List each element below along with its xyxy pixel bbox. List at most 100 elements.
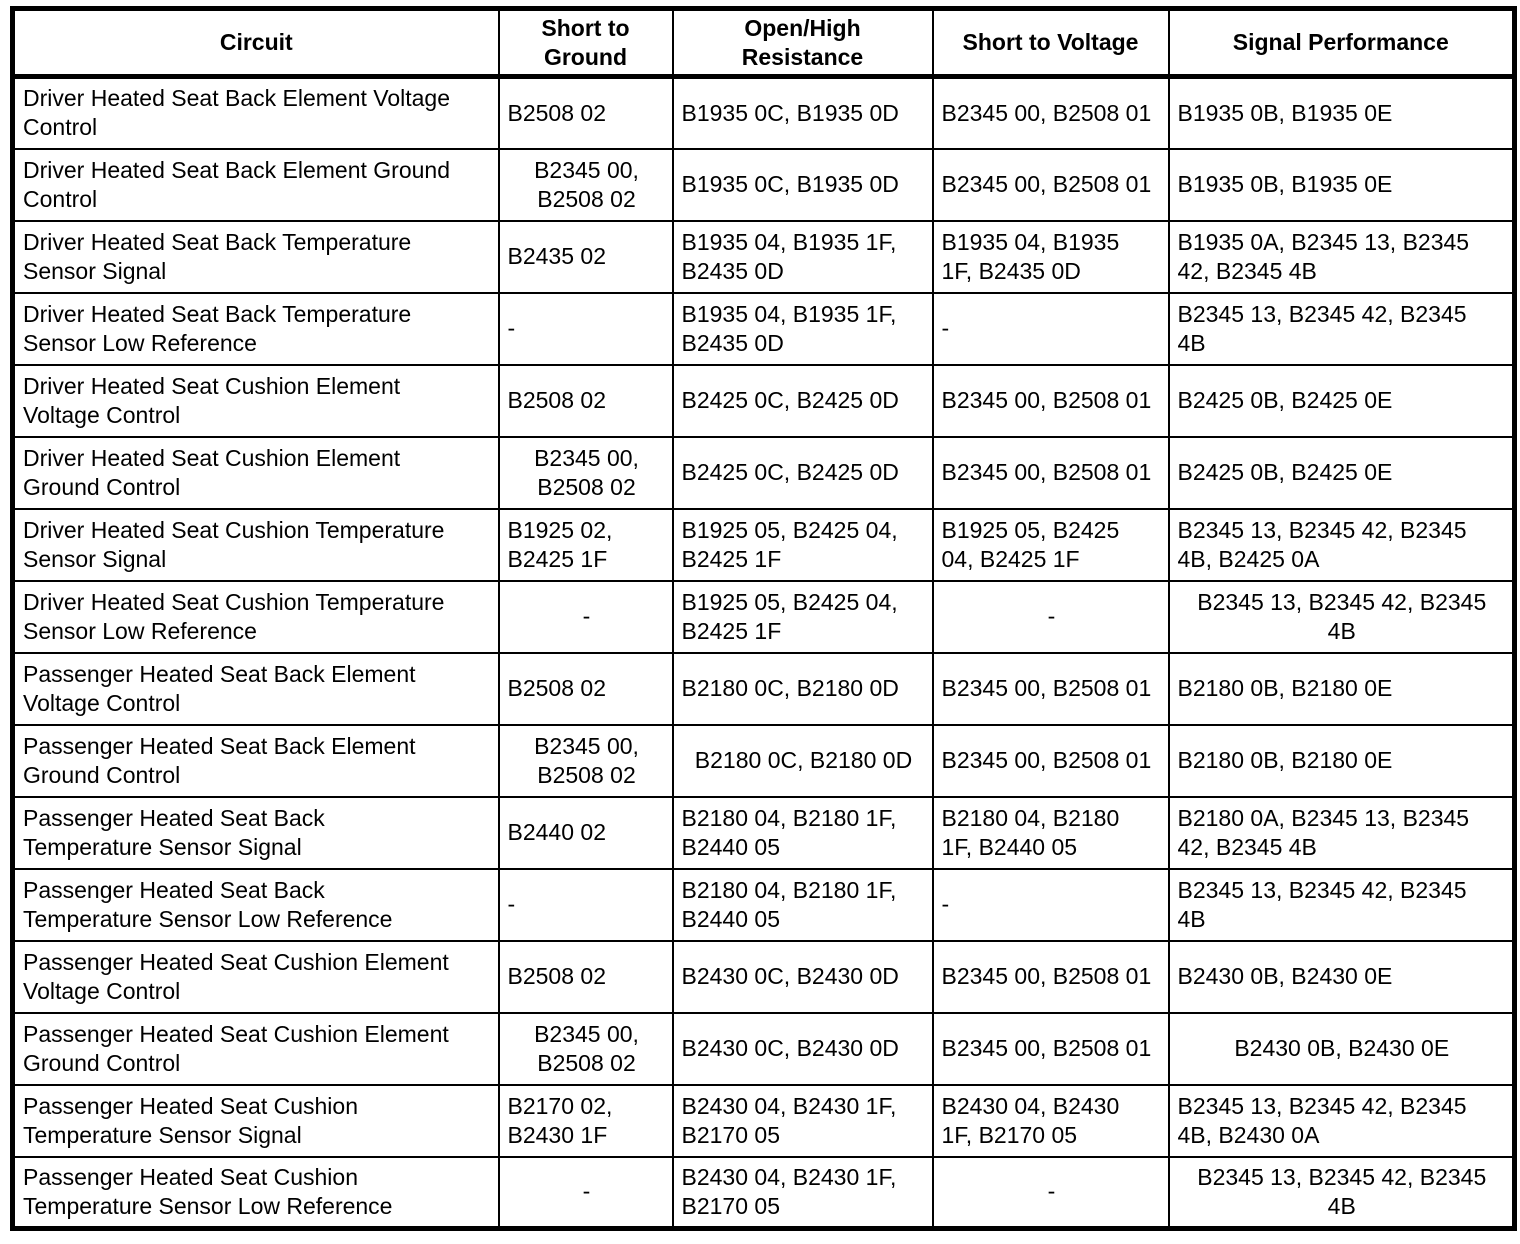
column-header-open-high-resistance: Open/High Resistance	[671, 7, 934, 79]
cell-short-to-voltage: B2180 04, B2180 1F, B2440 05	[931, 795, 1170, 870]
cell-short-to-ground: B2345 00, B2508 02	[497, 435, 674, 510]
cell-short-to-voltage: -	[931, 867, 1170, 942]
cell-circuit: Driver Heated Seat Back Temperature Sens…	[11, 291, 500, 366]
cell-short-to-voltage: -	[931, 1155, 1170, 1230]
cell-short-to-ground: B2345 00, B2508 02	[497, 723, 674, 798]
column-header-signal-performance: Signal Performance	[1167, 7, 1516, 79]
cell-signal-performance: B1935 0B, B1935 0E	[1167, 75, 1516, 150]
cell-circuit: Driver Heated Seat Cushion Temperature S…	[11, 507, 500, 582]
cell-circuit: Passenger Heated Seat Cushion Temperatur…	[11, 1083, 500, 1158]
table-row: Passenger Heated Seat Cushion Temperatur…	[11, 1155, 1516, 1230]
cell-short-to-ground: B2508 02	[497, 363, 674, 438]
cell-circuit: Driver Heated Seat Back Element Voltage …	[11, 75, 500, 150]
cell-circuit: Driver Heated Seat Cushion Element Volta…	[11, 363, 500, 438]
cell-circuit: Driver Heated Seat Back Temperature Sens…	[11, 219, 500, 294]
cell-circuit: Passenger Heated Seat Cushion Temperatur…	[11, 1155, 500, 1230]
table-header: Circuit Short to Ground Open/High Resist…	[11, 7, 1516, 79]
table-row: Driver Heated Seat Cushion Element Volta…	[11, 363, 1516, 438]
cell-signal-performance: B2430 0B, B2430 0E	[1167, 1011, 1516, 1086]
cell-short-to-ground: B2440 02	[497, 795, 674, 870]
cell-short-to-voltage: B1925 05, B2425 04, B2425 1F	[931, 507, 1170, 582]
column-header-circuit: Circuit	[11, 7, 500, 79]
cell-signal-performance: B2430 0B, B2430 0E	[1167, 939, 1516, 1014]
cell-short-to-voltage: B2430 04, B2430 1F, B2170 05	[931, 1083, 1170, 1158]
table-row: Driver Heated Seat Cushion Element Groun…	[11, 435, 1516, 510]
cell-open-high-resistance: B2425 0C, B2425 0D	[671, 363, 934, 438]
cell-circuit: Passenger Heated Seat Cushion Element Gr…	[11, 1011, 500, 1086]
table-row: Passenger Heated Seat Cushion Element Gr…	[11, 1011, 1516, 1086]
cell-short-to-ground: B2345 00, B2508 02	[497, 1011, 674, 1086]
cell-open-high-resistance: B1925 05, B2425 04, B2425 1F	[671, 579, 934, 654]
cell-circuit: Passenger Heated Seat Back Element Groun…	[11, 723, 500, 798]
table-row: Passenger Heated Seat Back Temperature S…	[11, 795, 1516, 870]
cell-open-high-resistance: B2430 04, B2430 1F, B2170 05	[671, 1083, 934, 1158]
cell-circuit: Passenger Heated Seat Back Temperature S…	[11, 795, 500, 870]
cell-open-high-resistance: B2180 04, B2180 1F, B2440 05	[671, 795, 934, 870]
cell-signal-performance: B2180 0B, B2180 0E	[1167, 651, 1516, 726]
table-row: Driver Heated Seat Back Element Voltage …	[11, 75, 1516, 150]
cell-circuit: Passenger Heated Seat Cushion Element Vo…	[11, 939, 500, 1014]
cell-open-high-resistance: B1935 0C, B1935 0D	[671, 75, 934, 150]
cell-short-to-voltage: B2345 00, B2508 01	[931, 939, 1170, 1014]
cell-signal-performance: B1935 0B, B1935 0E	[1167, 147, 1516, 222]
cell-open-high-resistance: B2430 04, B2430 1F, B2170 05	[671, 1155, 934, 1230]
table-row: Driver Heated Seat Cushion Temperature S…	[11, 579, 1516, 654]
table-row: Passenger Heated Seat Cushion Element Vo…	[11, 939, 1516, 1014]
cell-open-high-resistance: B2430 0C, B2430 0D	[671, 939, 934, 1014]
cell-short-to-ground: B2170 02, B2430 1F	[497, 1083, 674, 1158]
cell-open-high-resistance: B2180 0C, B2180 0D	[671, 651, 934, 726]
cell-short-to-ground: B1925 02, B2425 1F	[497, 507, 674, 582]
cell-short-to-ground: B2508 02	[497, 651, 674, 726]
cell-circuit: Driver Heated Seat Cushion Element Groun…	[11, 435, 500, 510]
cell-signal-performance: B2345 13, B2345 42, B2345 4B	[1167, 291, 1516, 366]
cell-short-to-voltage: B2345 00, B2508 01	[931, 435, 1170, 510]
cell-short-to-ground: -	[497, 579, 674, 654]
cell-short-to-ground: -	[497, 867, 674, 942]
column-header-short-to-ground: Short to Ground	[497, 7, 674, 79]
dtc-table: Circuit Short to Ground Open/High Resist…	[10, 6, 1517, 1231]
cell-signal-performance: B2425 0B, B2425 0E	[1167, 363, 1516, 438]
column-header-short-to-voltage: Short to Voltage	[931, 7, 1170, 79]
cell-short-to-ground: B2345 00, B2508 02	[497, 147, 674, 222]
table-row: Driver Heated Seat Back Element Ground C…	[11, 147, 1516, 222]
cell-open-high-resistance: B2180 04, B2180 1F, B2440 05	[671, 867, 934, 942]
cell-open-high-resistance: B2180 0C, B2180 0D	[671, 723, 934, 798]
cell-short-to-voltage: B2345 00, B2508 01	[931, 75, 1170, 150]
cell-signal-performance: B2180 0B, B2180 0E	[1167, 723, 1516, 798]
cell-open-high-resistance: B2425 0C, B2425 0D	[671, 435, 934, 510]
cell-signal-performance: B2180 0A, B2345 13, B2345 42, B2345 4B	[1167, 795, 1516, 870]
cell-short-to-voltage: B2345 00, B2508 01	[931, 651, 1170, 726]
cell-short-to-voltage: B1935 04, B1935 1F, B2435 0D	[931, 219, 1170, 294]
cell-short-to-voltage: -	[931, 579, 1170, 654]
cell-circuit: Passenger Heated Seat Back Element Volta…	[11, 651, 500, 726]
cell-open-high-resistance: B2430 0C, B2430 0D	[671, 1011, 934, 1086]
table-row: Passenger Heated Seat Back Element Groun…	[11, 723, 1516, 798]
cell-signal-performance: B2345 13, B2345 42, B2345 4B, B2425 0A	[1167, 507, 1516, 582]
cell-circuit: Driver Heated Seat Back Element Ground C…	[11, 147, 500, 222]
table-row: Passenger Heated Seat Back Temperature S…	[11, 867, 1516, 942]
cell-short-to-voltage: B2345 00, B2508 01	[931, 723, 1170, 798]
cell-short-to-voltage: B2345 00, B2508 01	[931, 1011, 1170, 1086]
cell-circuit: Passenger Heated Seat Back Temperature S…	[11, 867, 500, 942]
cell-short-to-ground: -	[497, 291, 674, 366]
table-body: Driver Heated Seat Back Element Voltage …	[11, 75, 1516, 1230]
cell-open-high-resistance: B1935 04, B1935 1F, B2435 0D	[671, 219, 934, 294]
cell-short-to-ground: -	[497, 1155, 674, 1230]
cell-short-to-voltage: -	[931, 291, 1170, 366]
cell-short-to-ground: B2435 02	[497, 219, 674, 294]
table-row: Passenger Heated Seat Cushion Temperatur…	[11, 1083, 1516, 1158]
cell-signal-performance: B1935 0A, B2345 13, B2345 42, B2345 4B	[1167, 219, 1516, 294]
table-row: Passenger Heated Seat Back Element Volta…	[11, 651, 1516, 726]
cell-short-to-voltage: B2345 00, B2508 01	[931, 147, 1170, 222]
table-row: Driver Heated Seat Back Temperature Sens…	[11, 219, 1516, 294]
cell-open-high-resistance: B1935 0C, B1935 0D	[671, 147, 934, 222]
cell-signal-performance: B2345 13, B2345 42, B2345 4B	[1167, 579, 1516, 654]
cell-signal-performance: B2345 13, B2345 42, B2345 4B	[1167, 867, 1516, 942]
cell-open-high-resistance: B1935 04, B1935 1F, B2435 0D	[671, 291, 934, 366]
cell-open-high-resistance: B1925 05, B2425 04, B2425 1F	[671, 507, 934, 582]
cell-signal-performance: B2345 13, B2345 42, B2345 4B, B2430 0A	[1167, 1083, 1516, 1158]
header-row: Circuit Short to Ground Open/High Resist…	[11, 7, 1516, 79]
cell-signal-performance: B2425 0B, B2425 0E	[1167, 435, 1516, 510]
cell-short-to-voltage: B2345 00, B2508 01	[931, 363, 1170, 438]
